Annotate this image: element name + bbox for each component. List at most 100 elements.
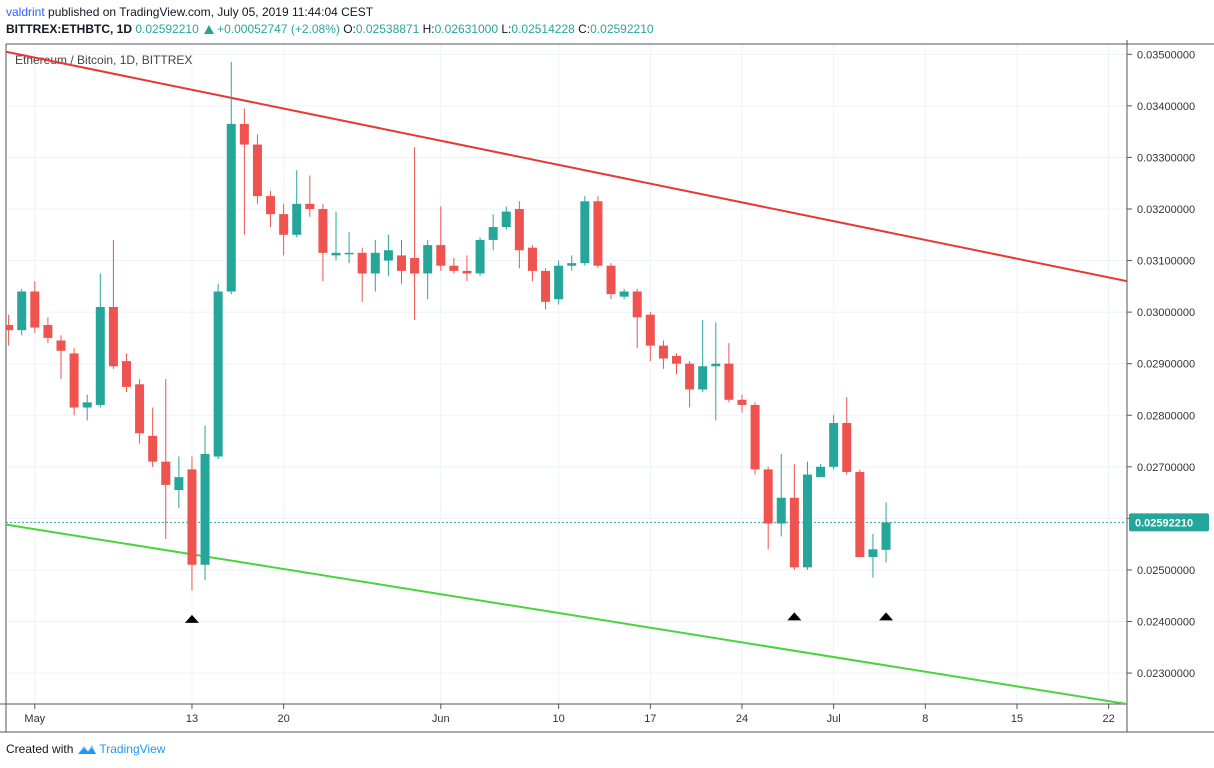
candle-body <box>30 291 40 328</box>
price-up-icon <box>204 25 215 34</box>
y-tick-label: 0.03500000 <box>1137 49 1195 61</box>
x-tick-label: 24 <box>736 713 748 725</box>
candle-body <box>252 144 262 197</box>
open-label: O: <box>343 22 356 36</box>
candle-body <box>842 422 852 472</box>
candle-body <box>855 471 865 558</box>
x-tick-label: Jun <box>432 713 450 725</box>
candle-body <box>501 211 511 228</box>
last-price-badge-label: 0.02592210 <box>1135 517 1193 529</box>
candle-body <box>580 201 590 264</box>
candle-body <box>6 325 14 331</box>
candle-body <box>763 469 773 524</box>
candle-body <box>593 201 603 266</box>
candle-body <box>200 453 210 565</box>
support-line <box>6 523 1127 704</box>
candle-body <box>514 209 524 251</box>
candle-body <box>95 306 105 405</box>
candle-body <box>672 355 682 364</box>
candle-body <box>698 366 708 390</box>
low-value: 0.02514228 <box>511 22 575 36</box>
candle-body <box>685 363 695 390</box>
candle-body <box>724 363 734 400</box>
candle-body <box>56 340 66 351</box>
x-tick-label: 8 <box>922 713 928 725</box>
high-value: 0.02631000 <box>434 22 499 36</box>
y-tick-label: 0.03300000 <box>1137 152 1195 164</box>
price-change: +0.00052747 (+2.08%) <box>217 22 340 36</box>
footer: Created with TradingView <box>6 742 165 756</box>
candle-body <box>619 291 629 297</box>
candle-body <box>632 291 642 318</box>
candle-body <box>226 123 236 292</box>
candle-body <box>645 314 655 346</box>
candle-body <box>449 265 459 271</box>
candle-body <box>658 345 668 359</box>
candle-body <box>121 361 131 387</box>
low-label: L: <box>501 22 512 36</box>
candle-body <box>43 325 53 338</box>
created-with-text: Created with <box>6 742 74 756</box>
candle-body <box>187 469 197 565</box>
x-tick-label: 22 <box>1103 713 1115 725</box>
candle-body <box>396 255 406 271</box>
publisher-name[interactable]: valdrint <box>6 5 45 19</box>
candle-body <box>108 306 118 367</box>
candle-body <box>789 497 799 568</box>
candle-body <box>554 265 564 300</box>
y-tick-label: 0.02700000 <box>1137 462 1195 474</box>
candle-body <box>279 214 289 235</box>
resistance-line <box>6 50 1127 283</box>
y-tick-label: 0.03100000 <box>1137 256 1195 268</box>
candle-body <box>776 497 786 524</box>
y-tick-label: 0.03200000 <box>1137 204 1195 216</box>
candle-body <box>305 203 315 209</box>
candle-body <box>816 466 826 478</box>
candle-body <box>711 363 721 367</box>
candle-body <box>82 402 92 408</box>
candle-body <box>69 353 79 408</box>
triangle-marker <box>184 614 199 623</box>
x-tick-label: 17 <box>644 713 656 725</box>
candle-body <box>292 203 302 235</box>
x-tick-label: 10 <box>553 713 565 725</box>
triangle-marker <box>879 612 894 621</box>
published-text: published on TradingView.com, July 05, 2… <box>48 5 374 19</box>
candle-body <box>881 522 891 550</box>
candle-body <box>488 227 498 240</box>
candle-body <box>135 384 145 434</box>
candle-body <box>606 265 616 295</box>
candle-body <box>370 252 380 274</box>
x-tick-label: May <box>24 713 45 725</box>
candle-body <box>541 270 551 302</box>
publish-info: valdrint published on TradingView.com, J… <box>6 5 373 19</box>
candle-body <box>737 399 747 405</box>
tradingview-brand[interactable]: TradingView <box>77 742 165 756</box>
candlestick-chart[interactable]: 0.03500000 0.03400000 0.03300000 0.03200000… <box>0 40 1214 734</box>
candle-body <box>802 474 812 568</box>
candle-body <box>344 252 354 255</box>
symbol-label: BITTREX:ETHBTC, 1D <box>6 22 132 36</box>
triangle-marker <box>787 612 802 621</box>
candle-body <box>383 250 393 261</box>
open-value: 0.02538871 <box>355 22 420 36</box>
x-tick-label: 15 <box>1011 713 1023 725</box>
candle-body <box>318 209 328 253</box>
y-tick-label: 0.02300000 <box>1137 668 1195 680</box>
candle-body <box>161 461 171 485</box>
tradingview-logo-icon <box>78 745 97 754</box>
candle-body <box>750 404 760 470</box>
candle-body <box>174 477 184 491</box>
y-tick-label: 0.02900000 <box>1137 359 1195 371</box>
candle-body <box>829 422 839 467</box>
candle-body <box>331 252 341 256</box>
candle-body <box>266 196 276 215</box>
close-label: C: <box>578 22 591 36</box>
y-tick-label: 0.02400000 <box>1137 617 1195 629</box>
y-tick-label: 0.02800000 <box>1137 410 1195 422</box>
symbol-info-bar: BITTREX:ETHBTC, 1D 0.02592210 +0.0005274… <box>6 22 654 36</box>
candle-body <box>567 263 577 266</box>
candle-body <box>868 549 878 558</box>
chart-container[interactable]: 0.03500000 0.03400000 0.03300000 0.03200000… <box>0 40 1214 734</box>
candle-body <box>17 291 27 331</box>
